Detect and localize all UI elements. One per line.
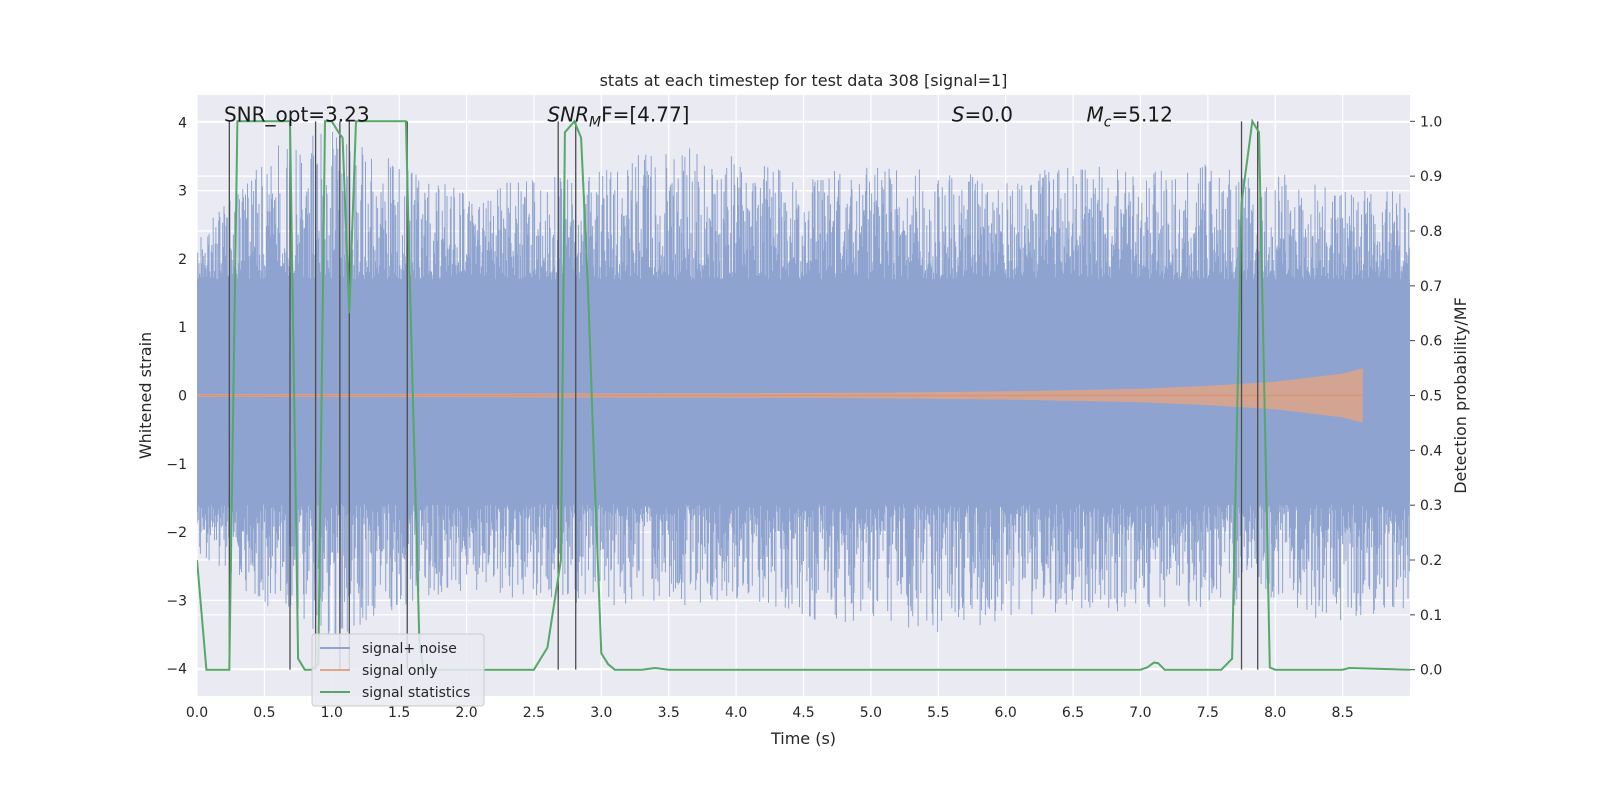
x-tick-label: 3.0 [590, 705, 612, 721]
y-axis-ticks: −4 −3 −2 −1 0 1 2 3 4 [166, 115, 187, 677]
legend-label: signal only [362, 663, 437, 679]
x-tick-label: 8.0 [1264, 705, 1286, 721]
annotation-main: SNR_opt=3.23 [224, 102, 370, 126]
y-tick-label: 0 [178, 389, 187, 405]
statistics-line [197, 118, 1410, 671]
annotation-main: SNR [547, 102, 589, 126]
y-tick-label: −3 [166, 593, 187, 609]
series-signal-statistics [197, 118, 1410, 671]
x-axis-label: Time (s) [770, 729, 836, 748]
annotation-sub: M [589, 114, 601, 130]
x-tick-label: 0.0 [186, 705, 208, 721]
y2-tick-label: 0.9 [1420, 169, 1442, 185]
plot-content [197, 118, 1410, 671]
annotation-main: S [952, 102, 965, 126]
x-tick-label: 7.5 [1197, 705, 1219, 721]
x-tick-label: 5.0 [860, 705, 882, 721]
y2-tick-label: 0.8 [1420, 224, 1442, 240]
y-tick-label: −2 [166, 525, 187, 541]
y-tick-label: 1 [178, 320, 187, 336]
annotation-tail: =0.0 [964, 102, 1013, 126]
legend: signal+ noise signal only signal statistic… [311, 633, 485, 707]
y2-tick-label: 0.2 [1420, 553, 1442, 569]
chart-title: stats at each timestep for test data 308… [600, 71, 1008, 90]
annotation-sub: c [1104, 114, 1112, 130]
y2-tick-label: 0.6 [1420, 334, 1442, 350]
y-tick-label: 3 [178, 184, 187, 200]
x-tick-label: 3.5 [658, 705, 680, 721]
x-tick-label: 7.0 [1129, 705, 1151, 721]
series-signal-only [197, 368, 1363, 423]
x-tick-label: 0.5 [253, 705, 275, 721]
x-tick-label: 2.5 [523, 705, 545, 721]
y-tick-label: −1 [166, 457, 187, 473]
x-tick-label: 2.0 [455, 705, 477, 721]
y2-tick-label: 0.3 [1420, 498, 1442, 514]
x-axis-ticks: 0.0 0.5 1.0 1.5 2.0 2.5 3.0 3.5 4.0 4.5 5.0 5.5 6.0 6… [186, 705, 1354, 721]
annotations: SNR_opt=3.23 SNRMF=[4.77] S=0.0 Mc=5.12 [224, 102, 1173, 130]
annotation: Mc=5.12 [1087, 102, 1173, 130]
annotation-tail: F=[4.77] [601, 102, 689, 126]
x-tick-label: 6.0 [995, 705, 1017, 721]
legend-label: signal statistics [362, 685, 470, 701]
y2-tick-label: 1.0 [1420, 114, 1442, 130]
x-tick-label: 1.5 [388, 705, 410, 721]
x-tick-label: 6.5 [1062, 705, 1084, 721]
y2-axis-label: Detection probability/MF [1451, 297, 1470, 494]
y2-tick-label: 0.4 [1420, 443, 1442, 459]
x-tick-label: 8.5 [1331, 705, 1353, 721]
y-tick-label: 4 [178, 115, 187, 131]
annotation-tail: =5.12 [1112, 102, 1173, 126]
annotation-main: M [1087, 102, 1104, 126]
y-axis-label: Whitened strain [136, 332, 155, 459]
x-tick-label: 1.0 [321, 705, 343, 721]
legend-box [311, 633, 485, 707]
y-tick-label: −4 [166, 662, 187, 678]
y2-tick-label: 0.5 [1420, 389, 1442, 405]
annotation: SNR_opt=3.23 [224, 102, 370, 126]
y-tick-label: 2 [178, 252, 187, 268]
x-tick-label: 5.5 [927, 705, 949, 721]
y2-axis-ticks: 0.0 0.1 0.2 0.3 0.4 0.5 0.6 0.7 0.8 0.9 1.0 [1410, 114, 1442, 679]
y2-tick-label: 0.7 [1420, 279, 1442, 295]
y2-tick-label: 0.0 [1420, 663, 1442, 679]
y2-tick-label: 0.1 [1420, 608, 1442, 624]
x-tick-label: 4.5 [792, 705, 814, 721]
legend-label: signal+ noise [362, 641, 457, 657]
annotation: SNRMF=[4.77] [547, 102, 689, 130]
x-tick-label: 4.0 [725, 705, 747, 721]
annotation: S=0.0 [952, 102, 1013, 126]
